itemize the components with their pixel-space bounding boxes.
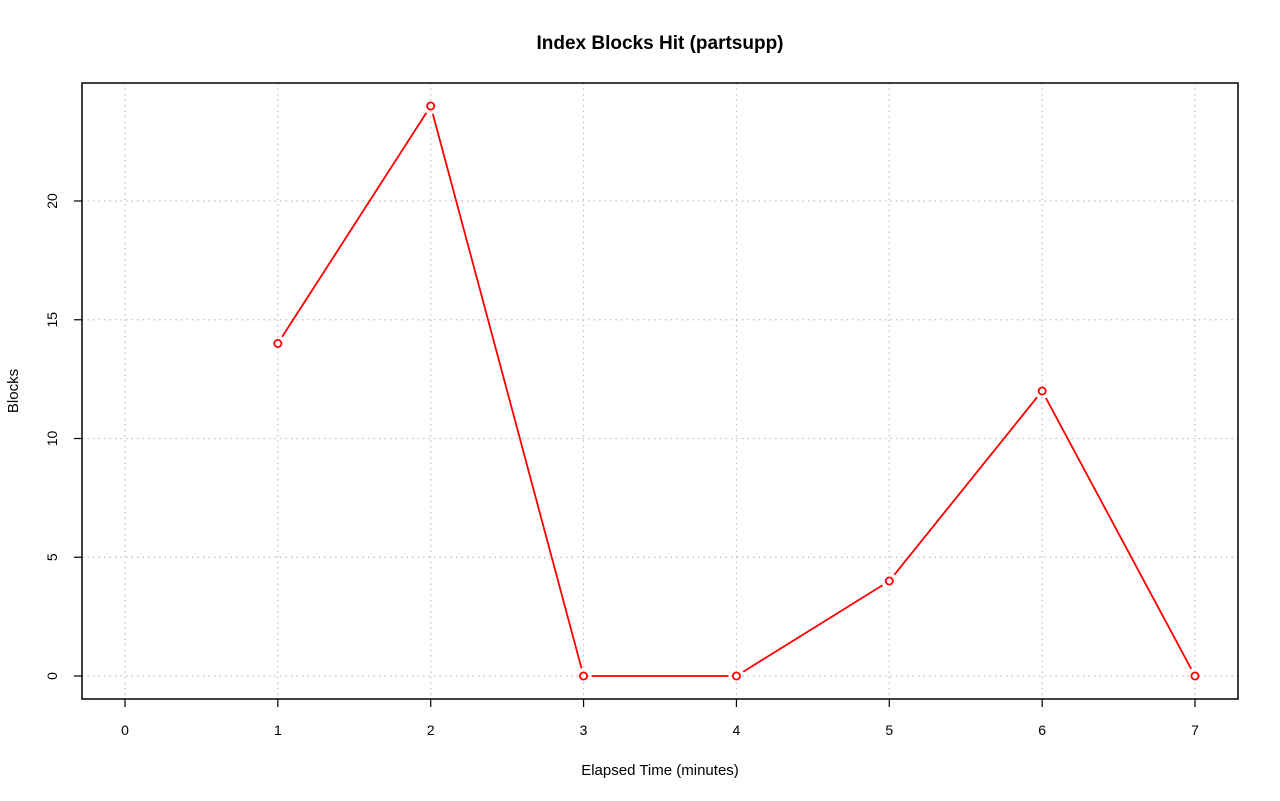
series-line-segment [281, 112, 428, 338]
y-tick-label: 10 [44, 431, 60, 447]
x-tick-label: 5 [885, 722, 893, 738]
y-tick-label: 15 [44, 312, 60, 328]
x-tick-label: 2 [427, 722, 435, 738]
y-tick-label: 5 [44, 553, 60, 561]
series-line-segment [431, 113, 583, 669]
y-tick-label: 0 [44, 672, 60, 680]
series-line-segment [1045, 397, 1193, 670]
series-layer [273, 101, 1200, 681]
chart-title: Index Blocks Hit (partsupp) [536, 33, 783, 54]
x-tick-label: 3 [580, 722, 588, 738]
y-tick-label: 20 [44, 193, 60, 209]
series-line-segment [742, 584, 883, 673]
grid [82, 83, 1238, 699]
y-axis-label: Blocks [5, 369, 22, 413]
x-tick-label: 4 [733, 722, 741, 738]
data-point [273, 338, 283, 348]
data-point [884, 576, 894, 586]
series-line-segment [893, 396, 1038, 576]
data-point [426, 101, 436, 111]
data-point [1037, 386, 1047, 396]
x-tick-label: 6 [1038, 722, 1046, 738]
x-tick-label: 7 [1191, 722, 1199, 738]
data-point [731, 671, 741, 681]
x-tick-label: 0 [121, 722, 129, 738]
x-axis: 0 1 2 3 4 5 6 7 [121, 699, 1199, 738]
plot-frame [81, 82, 1239, 700]
data-point [579, 671, 589, 681]
data-point [1190, 671, 1200, 681]
y-axis: 0 5 10 15 20 [44, 193, 82, 680]
x-tick-label: 1 [274, 722, 282, 738]
x-axis-label: Elapsed Time (minutes) [581, 762, 739, 779]
